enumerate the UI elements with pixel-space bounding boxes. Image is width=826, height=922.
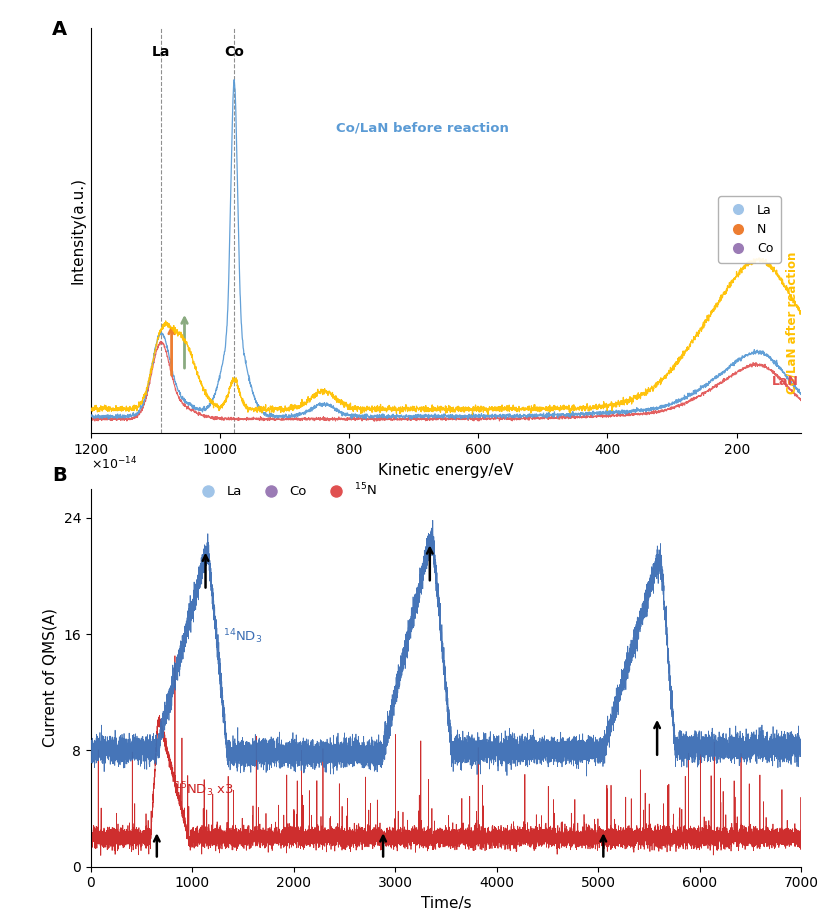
X-axis label: Time/s: Time/s [420,896,472,911]
Text: Co/LaN before reaction: Co/LaN before reaction [336,122,509,135]
Text: B: B [52,466,67,485]
Text: La: La [151,45,170,59]
X-axis label: Kinetic energy/eV: Kinetic energy/eV [378,463,514,478]
Y-axis label: Current of QMS(A): Current of QMS(A) [43,609,58,747]
Text: $^{15}$ND$_3$ x3: $^{15}$ND$_3$ x3 [174,780,234,798]
Text: $^{14}$ND$_3$: $^{14}$ND$_3$ [223,628,262,646]
Text: A: A [52,19,67,39]
Text: $\times10^{-14}$: $\times10^{-14}$ [91,456,137,473]
Y-axis label: Intensity(a.u.): Intensity(a.u.) [70,177,85,284]
Legend: La, N, Co: La, N, Co [718,196,781,263]
Text: LaN: LaN [772,375,799,388]
Legend: La, Co, $^{15}$N: La, Co, $^{15}$N [190,477,382,503]
Text: Co: Co [225,45,244,59]
Text: Co/LaN after reaction: Co/LaN after reaction [785,251,798,394]
